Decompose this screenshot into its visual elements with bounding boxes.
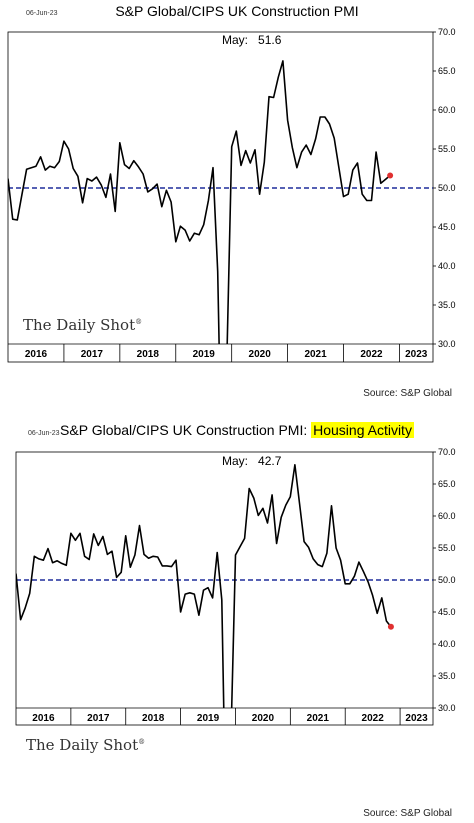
chart-panel-1: 06-Jun-23 S&P Global/CIPS UK Constructio…: [0, 0, 474, 408]
y-tick-label: 45.0: [438, 222, 456, 232]
y-tick-label: 40.0: [438, 639, 456, 649]
y-tick-label: 45.0: [438, 607, 456, 617]
y-tick-label: 30.0: [438, 703, 456, 713]
source-note: Source: S&P Global: [363, 388, 452, 399]
pmi-series-line: [16, 463, 392, 708]
x-year-label: 2016: [32, 713, 55, 724]
chart-title: S&P Global/CIPS UK Construction PMI: [0, 3, 474, 19]
x-year-label: 2020: [252, 713, 275, 724]
x-year-label: 2017: [81, 349, 104, 360]
x-year-label: 2016: [25, 349, 48, 360]
y-tick-label: 35.0: [438, 300, 456, 310]
x-year-label: 2022: [360, 349, 383, 360]
latest-reading: May: 51.6: [222, 33, 281, 47]
x-year-label: 2023: [405, 713, 428, 724]
y-tick-label: 50.0: [438, 183, 456, 193]
latest-label: May:: [222, 454, 249, 468]
x-year-label: 2023: [405, 349, 428, 360]
x-year-label: 2022: [362, 713, 385, 724]
y-tick-label: 65.0: [438, 66, 456, 76]
x-year-label: 2018: [142, 713, 165, 724]
plot-frame: [7, 31, 434, 363]
daily-shot-logo: The Daily Shot®: [23, 316, 143, 334]
chart-svg-2: 30.0 35.0 40.0 45.0 50.0 55.0 60.0 65.0 70.0 2016…: [15, 447, 456, 726]
chart-svg-1: 30.0 35.0 40.0 45.0 50.0 55.0 60.0 65.0 70.0 2016…: [7, 27, 456, 363]
plot-frame: [15, 451, 434, 726]
y-tick-label: 35.0: [438, 671, 456, 681]
chart-title-text: S&P Global/CIPS UK Construction PMI: [115, 3, 359, 19]
x-year-label: 2019: [197, 713, 220, 724]
chart-title-highlight: Housing Activity: [311, 422, 414, 438]
chart-panel-2: 06-Jun-23 S&P Global/CIPS UK Constructio…: [0, 420, 474, 823]
y-tick-label: 30.0: [438, 339, 456, 349]
y-tick-label: 50.0: [438, 575, 456, 585]
latest-point-marker: [387, 172, 394, 179]
chart-title: S&P Global/CIPS UK Construction PMI: Hou…: [0, 422, 474, 438]
y-tick-label: 65.0: [438, 479, 456, 489]
y-tick-label: 40.0: [438, 261, 456, 271]
latest-value: 42.7: [258, 454, 282, 468]
y-tick-label: 55.0: [438, 144, 456, 154]
source-note: Source: S&P Global: [363, 808, 452, 819]
y-tick-label: 70.0: [438, 27, 456, 37]
date-stamp: 06-Jun-23: [26, 10, 58, 17]
x-year-label: 2019: [193, 349, 216, 360]
date-stamp: 06-Jun-23: [28, 430, 60, 437]
pmi-series-line: [8, 60, 391, 344]
chart-title-text: S&P Global/CIPS UK Construction PMI:: [60, 422, 312, 438]
x-year-label: 2020: [249, 349, 272, 360]
latest-value: 51.6: [258, 33, 282, 47]
latest-label: May:: [222, 33, 249, 47]
x-year-label: 2017: [87, 713, 110, 724]
y-tick-label: 70.0: [438, 447, 456, 457]
x-year-label: 2021: [307, 713, 330, 724]
daily-shot-logo: The Daily Shot®: [26, 736, 146, 754]
y-tick-label: 60.0: [438, 511, 456, 521]
y-tick-label: 55.0: [438, 543, 456, 553]
x-year-label: 2018: [137, 349, 160, 360]
latest-point-marker: [387, 623, 394, 630]
latest-reading: May: 42.7: [222, 454, 281, 468]
y-tick-label: 60.0: [438, 105, 456, 115]
x-year-label: 2021: [304, 349, 327, 360]
